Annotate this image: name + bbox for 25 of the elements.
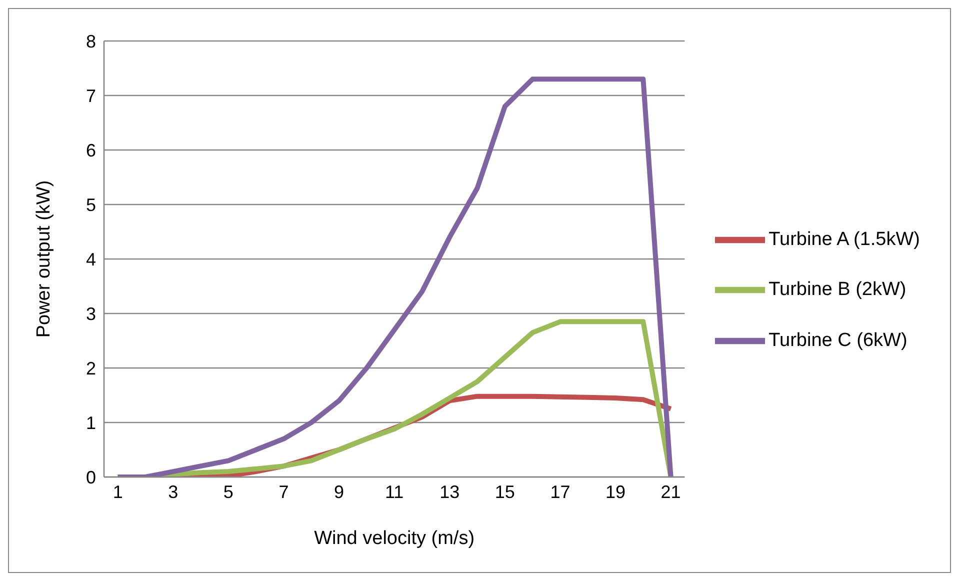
y-tick-label: 4 (86, 249, 96, 270)
x-tick-label: 1 (112, 482, 123, 502)
legend-label: Turbine C (6kW) (768, 330, 908, 351)
legend-label: Turbine B (2kW) (768, 280, 906, 300)
x-tick-label: 11 (384, 482, 404, 502)
y-tick-label: 0 (86, 467, 96, 488)
y-tick-label: 1 (86, 412, 96, 433)
y-tick-label: 6 (86, 140, 96, 160)
x-tick-label: 3 (168, 482, 178, 502)
x-tick-label: 7 (278, 482, 289, 502)
x-tick-label: 17 (550, 482, 570, 502)
y-tick-label: 3 (86, 304, 96, 324)
x-tick-label: 21 (660, 482, 681, 502)
x-tick-label: 9 (334, 482, 344, 502)
y-tick-label: 8 (86, 31, 96, 52)
y-axis-title: Power output (kW) (34, 180, 55, 338)
y-tick-label: 7 (86, 86, 96, 106)
x-tick-label: 15 (494, 482, 515, 502)
y-tick-label: 5 (86, 194, 96, 215)
legend-label: Turbine A (1.5kW) (768, 229, 920, 250)
y-tick-label: 2 (86, 358, 96, 378)
x-tick-label: 5 (223, 482, 234, 502)
x-tick-label: 19 (606, 482, 626, 502)
x-axis-title: Wind velocity (m/s) (314, 528, 475, 549)
x-tick-label: 13 (440, 482, 460, 502)
